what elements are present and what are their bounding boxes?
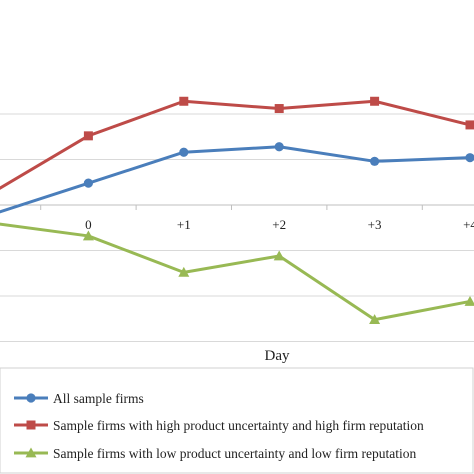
legend-label: Sample firms with low product uncertaint… xyxy=(53,446,417,461)
data-point xyxy=(464,295,474,306)
legend-border xyxy=(0,367,474,474)
legend: All sample firms Sample firms with high p… xyxy=(14,391,424,461)
data-point xyxy=(465,120,474,130)
data-point xyxy=(274,142,284,152)
series-1 xyxy=(0,142,474,214)
x-axis-title: Day xyxy=(265,348,290,364)
data-point xyxy=(83,131,93,141)
series-line xyxy=(0,99,471,190)
data-point xyxy=(26,393,36,403)
data-point xyxy=(179,147,189,157)
data-point xyxy=(369,314,381,325)
series-group xyxy=(0,96,474,325)
x-tick-label: +4 xyxy=(463,217,474,232)
data-point xyxy=(465,153,474,163)
data-point xyxy=(274,104,284,114)
series-line xyxy=(0,145,471,214)
x-tick-labels: 0 +1 +2 +3 +4 xyxy=(40,205,474,232)
series-line xyxy=(0,222,471,322)
x-tick-label: +3 xyxy=(368,217,382,232)
legend-item: Sample firms with high product uncertain… xyxy=(14,418,424,433)
data-point xyxy=(178,266,190,277)
series-3 xyxy=(0,222,474,325)
x-tick-label: 0 xyxy=(85,217,92,232)
legend-label: All sample firms xyxy=(53,391,144,406)
data-point xyxy=(370,156,380,166)
series-2 xyxy=(0,96,474,190)
legend-item: All sample firms xyxy=(14,391,144,406)
data-point xyxy=(370,96,380,106)
legend-label: Sample firms with high product uncertain… xyxy=(53,418,424,433)
data-point xyxy=(273,250,285,261)
data-point xyxy=(82,230,94,241)
legend-item: Sample firms with low product uncertaint… xyxy=(14,446,417,461)
data-point xyxy=(83,178,93,188)
x-tick-label: +2 xyxy=(272,217,286,232)
data-point xyxy=(179,96,189,106)
data-point xyxy=(26,420,36,430)
x-tick-label: +1 xyxy=(177,217,191,232)
data-point xyxy=(25,447,37,458)
